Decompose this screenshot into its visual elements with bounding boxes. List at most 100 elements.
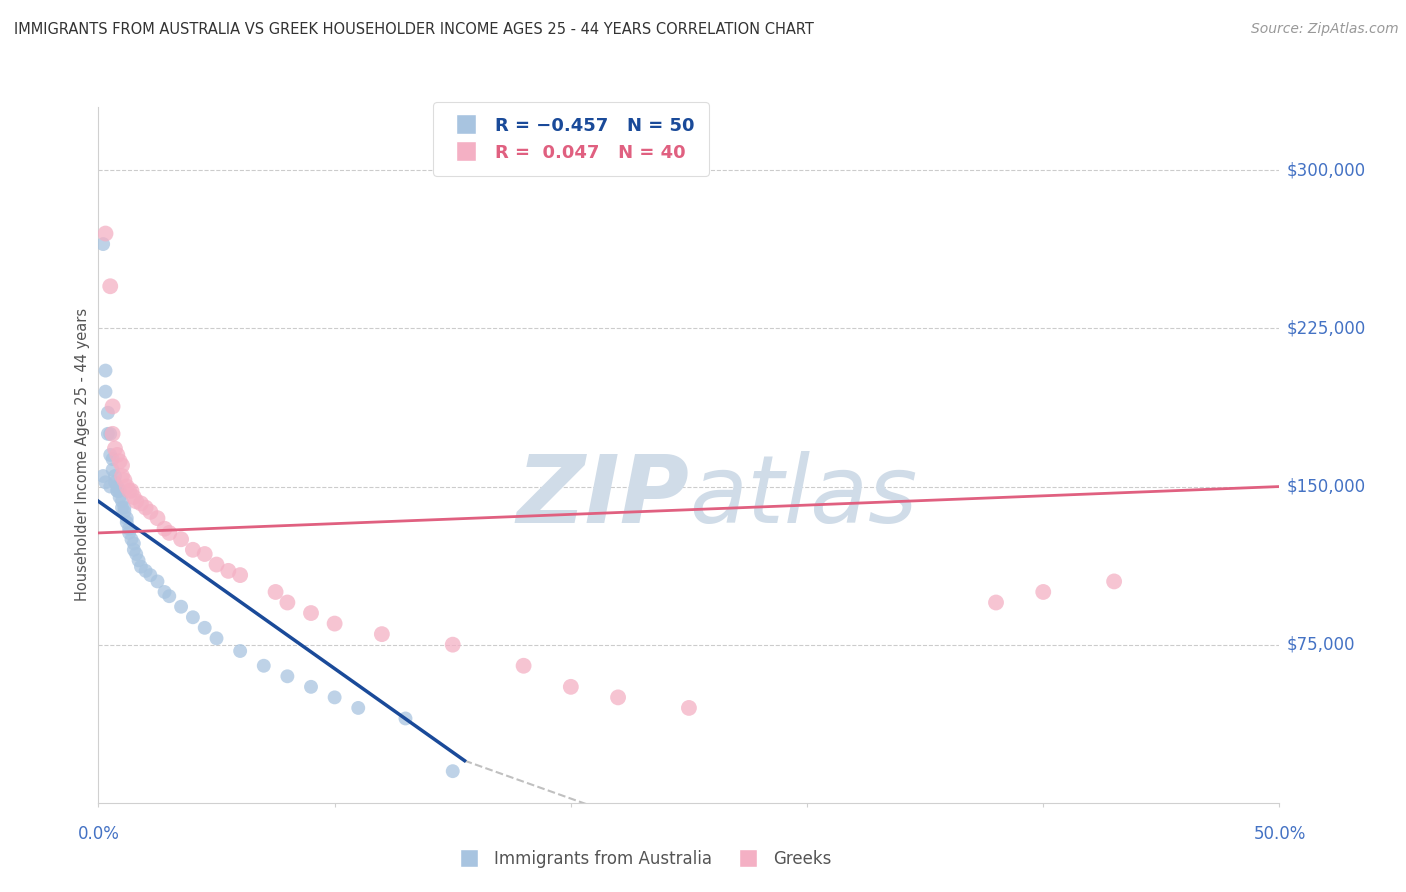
Point	[299, 606, 322, 620]
Point	[146, 511, 169, 525]
Point	[101, 452, 124, 467]
Point	[153, 585, 176, 599]
Point	[108, 490, 131, 504]
Point	[101, 400, 124, 414]
Point	[111, 458, 134, 473]
Point	[276, 669, 298, 683]
Point	[1032, 585, 1054, 599]
Point	[122, 490, 145, 504]
Point	[118, 483, 141, 498]
Point	[94, 227, 117, 241]
Point	[323, 690, 346, 705]
Point	[441, 638, 464, 652]
Point	[104, 475, 127, 490]
Point	[253, 658, 276, 673]
Point	[139, 568, 162, 582]
Point	[115, 516, 138, 530]
Point	[105, 448, 128, 462]
Point	[194, 621, 217, 635]
Point	[129, 496, 152, 510]
Text: $300,000: $300,000	[1286, 161, 1365, 179]
Point	[129, 559, 152, 574]
Point	[441, 764, 464, 779]
Point	[94, 363, 117, 377]
Point	[157, 525, 180, 540]
Point	[105, 479, 128, 493]
Point	[111, 469, 134, 483]
Point	[121, 533, 143, 547]
Text: 0.0%: 0.0%	[77, 825, 120, 843]
Point	[678, 701, 700, 715]
Text: ZIP: ZIP	[516, 450, 689, 542]
Point	[105, 483, 128, 498]
Point	[121, 483, 143, 498]
Point	[118, 525, 141, 540]
Point	[229, 568, 252, 582]
Point	[104, 469, 127, 483]
Point	[394, 711, 416, 725]
Point	[560, 680, 582, 694]
Point	[108, 454, 131, 468]
Point	[98, 479, 121, 493]
Point	[94, 384, 117, 399]
Point	[276, 595, 298, 609]
Point	[104, 442, 127, 456]
Point	[229, 644, 252, 658]
Point	[97, 426, 120, 441]
Point	[112, 500, 135, 515]
Point	[125, 547, 148, 561]
Point	[135, 500, 157, 515]
Point	[371, 627, 394, 641]
Point	[97, 406, 120, 420]
Point	[135, 564, 157, 578]
Point	[181, 610, 204, 624]
Point	[347, 701, 370, 715]
Point	[108, 483, 131, 498]
Legend: Immigrants from Australia, Greeks: Immigrants from Australia, Greeks	[446, 843, 838, 874]
Point	[125, 494, 148, 508]
Point	[115, 479, 138, 493]
Point	[98, 279, 121, 293]
Text: $75,000: $75,000	[1286, 636, 1355, 654]
Point	[112, 505, 135, 519]
Point	[984, 595, 1007, 609]
Text: atlas: atlas	[689, 451, 917, 542]
Point	[607, 690, 630, 705]
Point	[170, 533, 193, 547]
Point	[98, 448, 121, 462]
Point	[512, 658, 534, 673]
Point	[105, 483, 128, 498]
Point	[98, 426, 121, 441]
Point	[122, 542, 145, 557]
Point	[101, 463, 124, 477]
Text: Source: ZipAtlas.com: Source: ZipAtlas.com	[1251, 22, 1399, 37]
Y-axis label: Householder Income Ages 25 - 44 years: Householder Income Ages 25 - 44 years	[75, 309, 90, 601]
Point	[170, 599, 193, 614]
Text: 50.0%: 50.0%	[1253, 825, 1306, 843]
Point	[264, 585, 287, 599]
Point	[112, 473, 135, 487]
Point	[181, 542, 204, 557]
Point	[101, 426, 124, 441]
Point	[118, 522, 141, 536]
Point	[205, 558, 228, 572]
Point	[122, 536, 145, 550]
Point	[1102, 574, 1125, 589]
Point	[146, 574, 169, 589]
Text: $150,000: $150,000	[1286, 477, 1365, 496]
Point	[205, 632, 228, 646]
Point	[115, 511, 138, 525]
Point	[91, 237, 114, 252]
Point	[153, 522, 176, 536]
Text: $225,000: $225,000	[1286, 319, 1365, 337]
Point	[111, 500, 134, 515]
Text: IMMIGRANTS FROM AUSTRALIA VS GREEK HOUSEHOLDER INCOME AGES 25 - 44 YEARS CORRELA: IMMIGRANTS FROM AUSTRALIA VS GREEK HOUSE…	[14, 22, 814, 37]
Point	[94, 475, 117, 490]
Point	[194, 547, 217, 561]
Point	[128, 553, 150, 567]
Point	[139, 505, 162, 519]
Point	[111, 494, 134, 508]
Point	[323, 616, 346, 631]
Point	[299, 680, 322, 694]
Point	[217, 564, 239, 578]
